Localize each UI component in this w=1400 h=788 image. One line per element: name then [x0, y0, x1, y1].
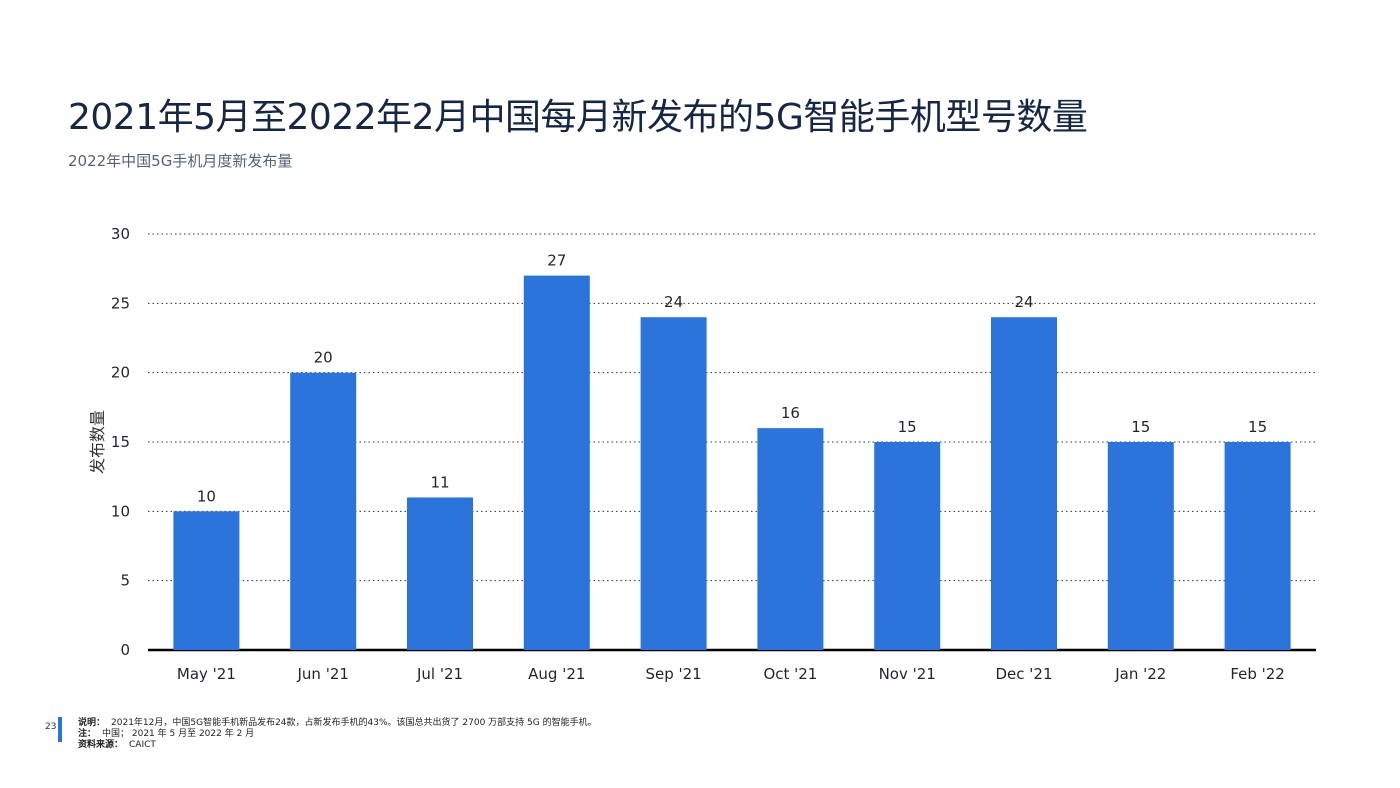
footer-note-label: 说明： [78, 718, 106, 728]
x-tick-label: Aug '21 [528, 665, 585, 683]
bar-value-label: 27 [547, 252, 566, 270]
footer-scope-text: 中国； 2021 年 5 月至 2022 年 2 月 [102, 729, 255, 739]
bar [757, 428, 824, 650]
footer-scope-label: 注： [78, 729, 97, 739]
bar-value-label: 11 [430, 473, 449, 491]
bar [290, 372, 357, 650]
bar [1107, 442, 1174, 650]
y-tick-label: 10 [111, 502, 130, 520]
bar [640, 317, 707, 650]
bar-value-label: 15 [898, 418, 917, 436]
x-tick-label: Jul '21 [416, 665, 463, 683]
page-title: 2021年5月至2022年2月中国每月新发布的5G智能手机型号数量 [68, 97, 1088, 138]
x-tick-label: Sep '21 [645, 665, 701, 683]
bar [523, 275, 590, 650]
footer-source-text: CAICT [129, 740, 156, 750]
footer-accent-bar [58, 717, 62, 742]
page-number: 23 [45, 722, 57, 732]
x-tick-label: May '21 [177, 665, 236, 683]
y-axis-label: 发布数量 [88, 410, 107, 474]
y-tick-label: 25 [111, 294, 130, 312]
footer-source-label: 资料来源： [78, 740, 124, 750]
x-tick-label: Oct '21 [763, 665, 817, 683]
bar-value-label: 20 [314, 349, 333, 367]
bar [874, 442, 941, 650]
y-tick-label: 20 [111, 364, 130, 382]
y-tick-label: 30 [111, 225, 130, 243]
bar-value-label: 24 [664, 293, 683, 311]
bar [1224, 442, 1291, 650]
bar [173, 511, 240, 650]
y-tick-label: 15 [111, 433, 130, 451]
bar-value-label: 15 [1248, 418, 1267, 436]
bar-value-label: 15 [1131, 418, 1150, 436]
footer-note-text: 2021年12月，中国5G智能手机新品发布24款，占新发布手机的43%。该国总共… [111, 718, 597, 728]
x-tick-label: Dec '21 [995, 665, 1052, 683]
bar-value-label: 24 [1014, 293, 1033, 311]
y-tick-label: 5 [120, 572, 130, 590]
bar-value-label: 16 [781, 404, 800, 422]
x-tick-label: Jan '22 [1114, 665, 1166, 683]
x-tick-label: Jun '21 [296, 665, 348, 683]
bar [991, 317, 1057, 650]
x-tick-label: Feb '22 [1230, 665, 1285, 683]
footer-source: 资料来源： CAICT [78, 740, 597, 751]
bar-value-label: 10 [197, 487, 216, 505]
footer-note: 说明： 2021年12月，中国5G智能手机新品发布24款，占新发布手机的43%。该… [78, 718, 597, 729]
x-tick-label: Nov '21 [879, 665, 936, 683]
y-tick-label: 0 [120, 641, 130, 659]
page-subtitle: 2022年中国5G手机月度新发布量 [68, 152, 293, 170]
bar [407, 497, 473, 650]
footer-notes: 说明： 2021年12月，中国5G智能手机新品发布24款，占新发布手机的43%。该… [78, 718, 597, 751]
footer-scope: 注： 中国； 2021 年 5 月至 2022 年 2 月 [78, 729, 597, 740]
